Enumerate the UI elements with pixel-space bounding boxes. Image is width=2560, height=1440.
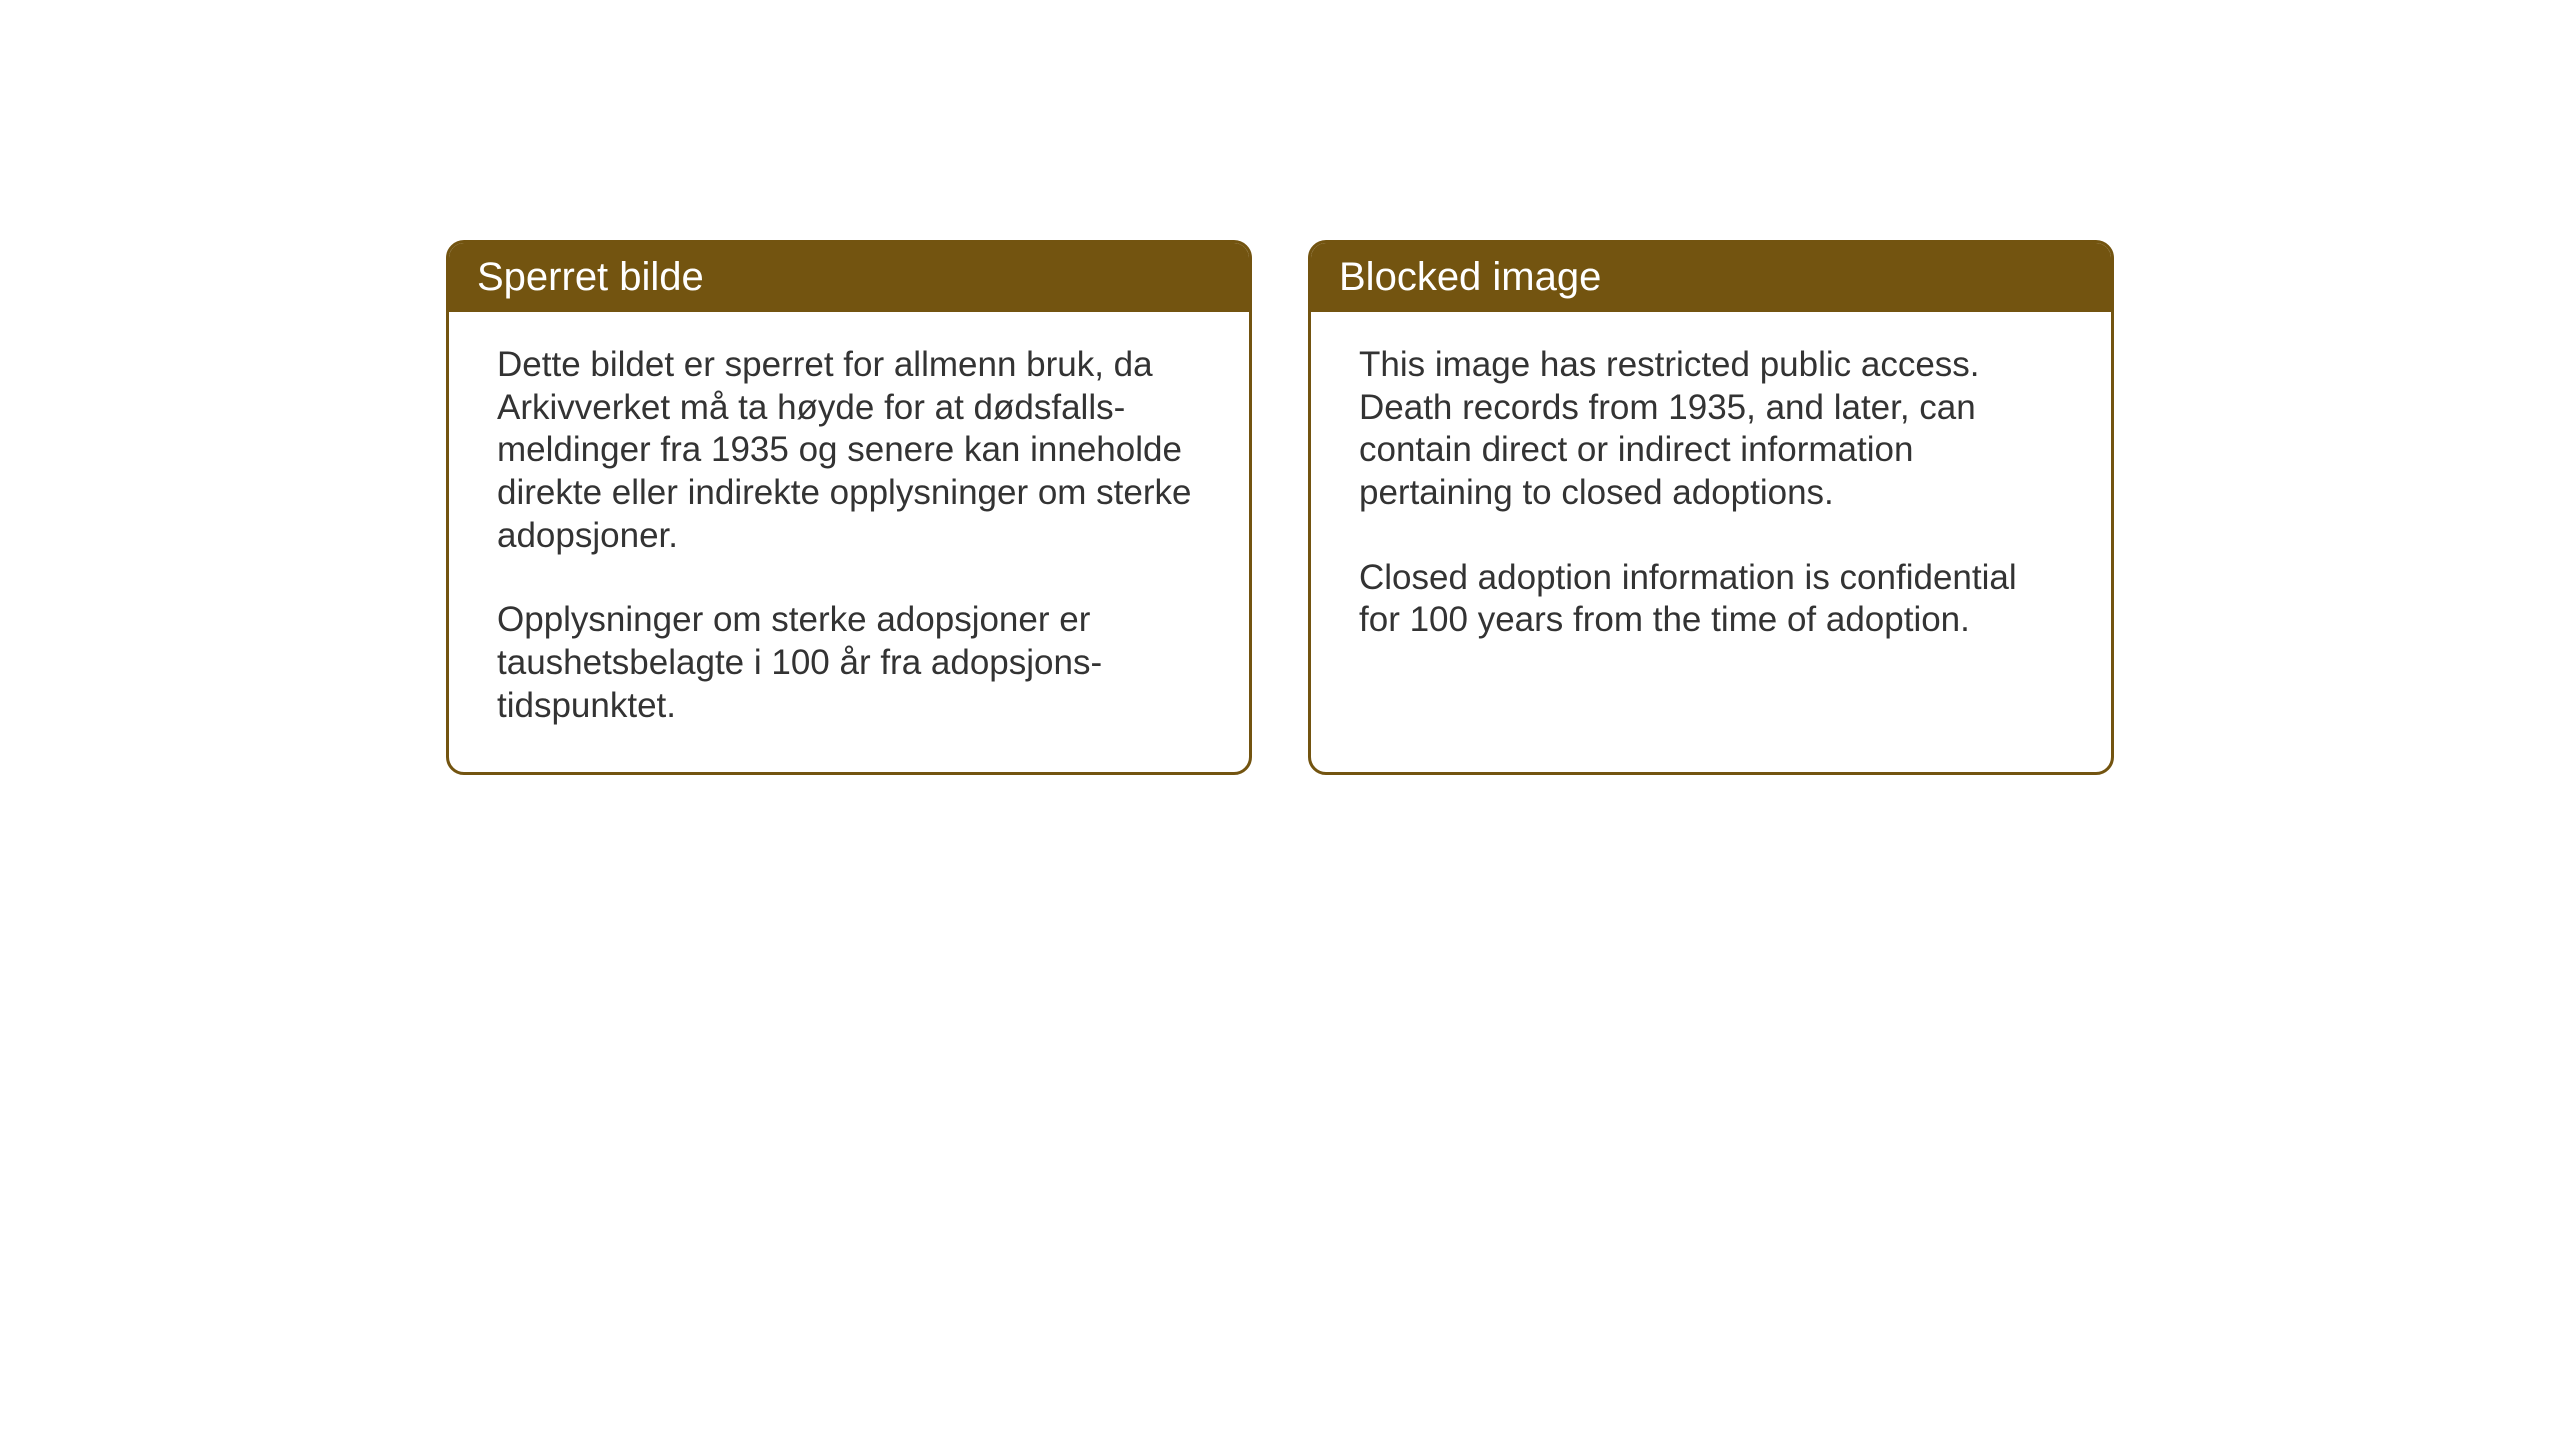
card-header-english: Blocked image xyxy=(1311,243,2111,312)
card-paragraph-english-1: This image has restricted public access.… xyxy=(1359,344,2063,515)
card-body-norwegian: Dette bildet er sperret for allmenn bruk… xyxy=(449,312,1249,772)
card-paragraph-norwegian-2: Opplysninger om sterke adopsjoner er tau… xyxy=(497,599,1201,727)
notice-card-english: Blocked image This image has restricted … xyxy=(1308,240,2114,775)
card-body-english: This image has restricted public access.… xyxy=(1311,312,2111,686)
notice-card-norwegian: Sperret bilde Dette bildet er sperret fo… xyxy=(446,240,1252,775)
card-header-norwegian: Sperret bilde xyxy=(449,243,1249,312)
card-title-english: Blocked image xyxy=(1339,255,1601,299)
card-paragraph-english-2: Closed adoption information is confident… xyxy=(1359,557,2063,642)
card-paragraph-norwegian-1: Dette bildet er sperret for allmenn bruk… xyxy=(497,344,1201,557)
card-title-norwegian: Sperret bilde xyxy=(477,255,704,299)
notice-container: Sperret bilde Dette bildet er sperret fo… xyxy=(446,240,2114,775)
